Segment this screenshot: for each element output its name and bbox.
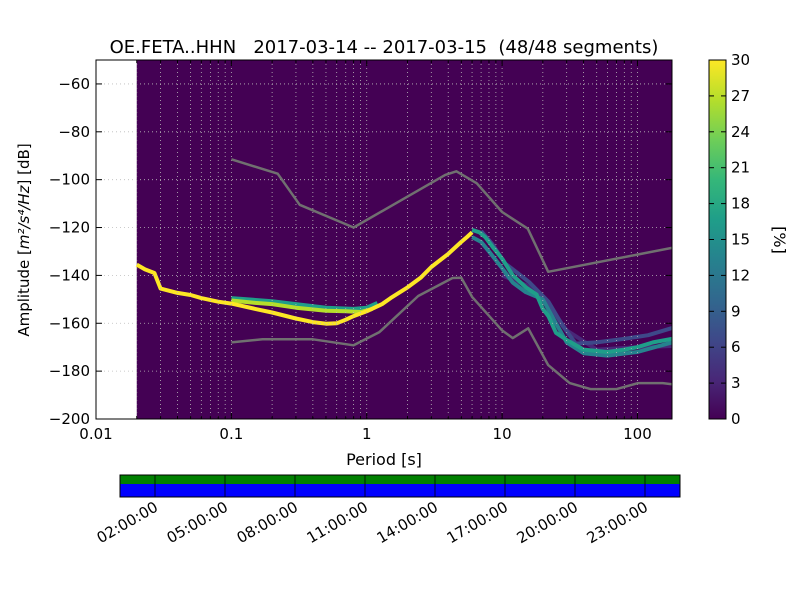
colorbar-tick-label: 12: [731, 266, 750, 284]
heatmap-background: [136, 60, 672, 419]
colorbar-label: [%]: [770, 226, 789, 254]
timeline-tick-label: 23:00:00: [584, 498, 651, 547]
psd-trace: [231, 296, 379, 311]
y-tick-label: −200: [49, 410, 90, 428]
y-tick-label: −160: [49, 314, 90, 332]
colorbar-tick-label: 3: [731, 374, 741, 392]
colorbar-tick-label: 18: [731, 195, 750, 213]
segment-timeline: 02:00:00 05:00:00 08:00:00 11:00:00 14:00:00…: [94, 474, 681, 547]
y-tick-label: −80: [58, 123, 90, 141]
colorbar-tick-label: 27: [731, 87, 750, 105]
colorbar-tick-label: 0: [731, 410, 741, 428]
y-tick-label: −60: [58, 75, 90, 93]
y-axis-label: Amplitude [m²/s⁴/Hz] [dB]: [15, 143, 33, 336]
colorbar: 0 3 6 9 12 15 18 21 24 27 30 [%]: [708, 51, 789, 428]
timeline-bottom-band: [120, 484, 680, 497]
colorbar-tick-label: 24: [731, 123, 750, 141]
noise-model-nhnm: [231, 158, 672, 274]
timeline-tick-label: 17:00:00: [444, 498, 511, 547]
timeline-tick-label: 14:00:00: [374, 498, 441, 547]
y-axis-ticks: −200 −180 −160 −140 −120 −100 −80 −60: [49, 75, 672, 428]
colorbar-tick-label: 9: [731, 302, 741, 320]
y-axis-label-suffix: ] [dB]: [15, 143, 33, 185]
psd-density-traces: [135, 228, 672, 358]
timeline-tick-label: 05:00:00: [164, 498, 231, 547]
y-axis-label-prefix: Amplitude [: [15, 249, 33, 337]
timeline-tick-label: 02:00:00: [94, 498, 161, 547]
y-axis-label-units: m²/s⁴/Hz: [15, 184, 33, 249]
x-tick-label: 1: [362, 425, 372, 443]
x-tick-label: 0.1: [219, 425, 243, 443]
x-tick-label: 10: [493, 425, 512, 443]
colorbar-tick-label: 21: [731, 159, 750, 177]
timeline-tick-label: 11:00:00: [304, 498, 371, 547]
colorbar-tick-label: 6: [731, 338, 741, 356]
x-axis-label: Period [s]: [346, 450, 422, 469]
y-tick-label: −140: [49, 266, 90, 284]
x-axis-ticks: 0.01 0.1 1 10 100: [79, 60, 652, 443]
colorbar-tick-label: 30: [731, 51, 750, 69]
plot-area: 0.01 0.1 1 10 100 −200 −180 −160 −140 −120 −100 −8…: [49, 59, 673, 443]
noise-models: [231, 158, 672, 391]
y-tick-label: −100: [49, 171, 90, 189]
chart-title: OE.FETA..HHN 2017-03-14 -- 2017-03-15 (4…: [110, 37, 659, 58]
plot-frame: [95, 59, 673, 420]
colorbar-tick-label: 15: [731, 231, 750, 249]
timeline-top-band: [120, 475, 680, 484]
y-tick-label: −120: [49, 219, 90, 237]
colorbar-ticks: 0 3 6 9 12 15 18 21 24 27 30: [709, 51, 750, 428]
noise-model-nlnm: [231, 276, 672, 391]
psd-trace: [231, 298, 373, 314]
psd-trace: [135, 230, 474, 326]
psd-trace: [471, 235, 672, 358]
y-tick-label: −180: [49, 362, 90, 380]
psd-trace: [471, 228, 672, 354]
timeline-tick-label: 08:00:00: [234, 498, 301, 547]
timeline-frame: [119, 474, 681, 498]
x-tick-label: 0.01: [79, 425, 112, 443]
timeline-tick-label: 20:00:00: [514, 498, 581, 547]
x-tick-label: 100: [623, 425, 652, 443]
